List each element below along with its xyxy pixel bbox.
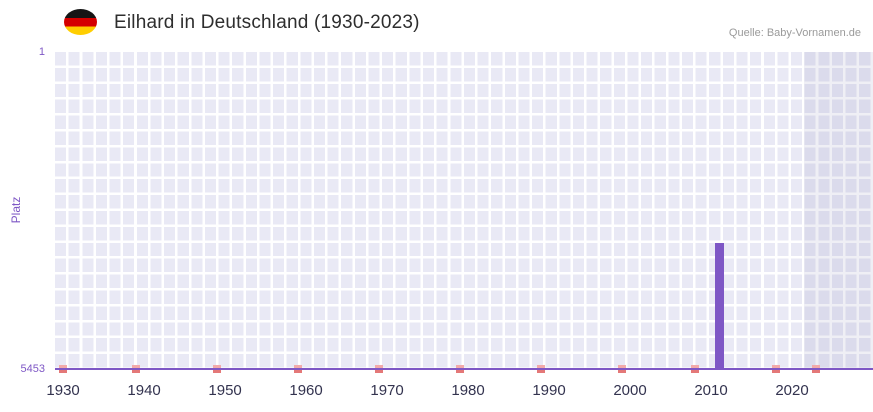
x-axis-tick-labels: 1930 1940 1950 1960 1970 1980 1990 2000 2010 2020 (46, 382, 873, 404)
x-tick-2000: 2000 (613, 382, 647, 399)
x-tick-1960: 1960 (289, 382, 323, 399)
y-tick-bottom: 5453 (20, 363, 45, 375)
x-tick-2010: 2010 (694, 382, 728, 399)
chart-title: Eilhard in Deutschland (1930-2023) (114, 12, 420, 33)
plot-area (55, 52, 873, 373)
x-tick-1970: 1970 (370, 382, 404, 399)
rank-bar-2011[interactable] (714, 243, 724, 370)
y-tick-top: 1 (38, 46, 45, 58)
german-flag-icon (64, 9, 97, 35)
x-tick-1980: 1980 (451, 382, 485, 399)
y-axis-title: Platz (9, 196, 23, 224)
x-axis-line (55, 368, 873, 370)
x-tick-1930: 1930 (46, 382, 80, 399)
x-tick-1950: 1950 (208, 382, 242, 399)
x-tick-1990: 1990 (532, 382, 566, 399)
x-tick-1940: 1940 (127, 382, 161, 399)
x-tick-2020: 2020 (775, 382, 809, 399)
source-attribution: Quelle: Baby-Vornamen.de (728, 27, 861, 39)
recent-years-highlight-band (804, 52, 873, 370)
